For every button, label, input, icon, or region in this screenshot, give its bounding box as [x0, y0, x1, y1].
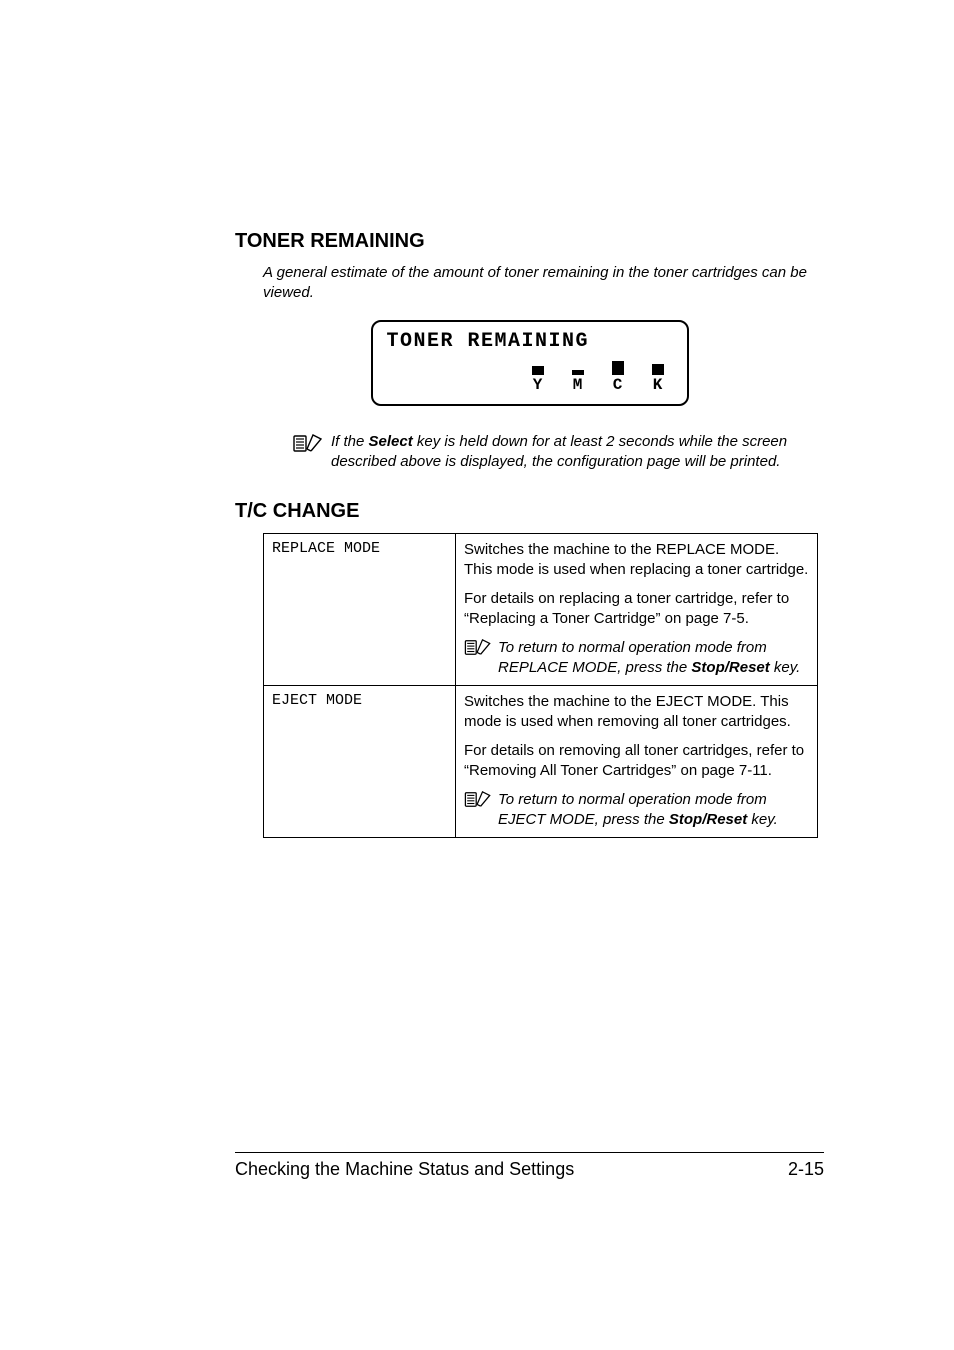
table-row: EJECT MODESwitches the machine to the EJ…	[264, 686, 818, 838]
note-icon	[293, 433, 323, 458]
page-footer: Checking the Machine Status and Settings…	[235, 1152, 824, 1180]
lcd-title: TONER REMAINING	[387, 330, 673, 353]
footer-right: 2-15	[788, 1159, 824, 1180]
note-icon	[464, 790, 492, 814]
toner-level-m: M	[567, 357, 589, 393]
table-value: Switches the machine to the REPLACE MODE…	[456, 534, 818, 686]
lcd-display: TONER REMAINING YMCK	[235, 320, 824, 406]
toner-level-y: Y	[527, 357, 549, 393]
heading-toner-remaining: TONER REMAINING	[235, 230, 824, 253]
intro-text: A general estimate of the amount of tone…	[235, 263, 824, 304]
note-text: If the Select key is held down for at le…	[331, 432, 824, 473]
note-icon	[464, 638, 492, 662]
note-pre: If the	[331, 433, 369, 450]
table-value: Switches the machine to the EJECT MODE. …	[456, 686, 818, 838]
table-key: REPLACE MODE	[264, 534, 456, 686]
footer-rule	[235, 1152, 824, 1153]
table-note-text: To return to normal operation mode from …	[492, 638, 809, 677]
note-bold: Select	[369, 433, 413, 450]
toner-level-c: C	[607, 357, 629, 393]
tc-change-table: REPLACE MODESwitches the machine to the …	[263, 533, 818, 838]
table-key: EJECT MODE	[264, 686, 456, 838]
heading-tc-change: T/C CHANGE	[235, 500, 824, 523]
toner-level-k: K	[647, 357, 669, 393]
footer-left: Checking the Machine Status and Settings	[235, 1159, 574, 1180]
table-row: REPLACE MODESwitches the machine to the …	[264, 534, 818, 686]
table-note-text: To return to normal operation mode from …	[492, 790, 809, 829]
note-block: If the Select key is held down for at le…	[235, 432, 824, 473]
